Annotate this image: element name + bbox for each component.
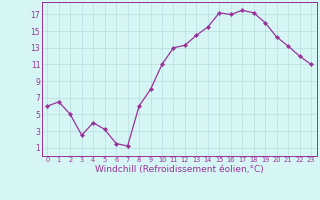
- X-axis label: Windchill (Refroidissement éolien,°C): Windchill (Refroidissement éolien,°C): [95, 165, 264, 174]
